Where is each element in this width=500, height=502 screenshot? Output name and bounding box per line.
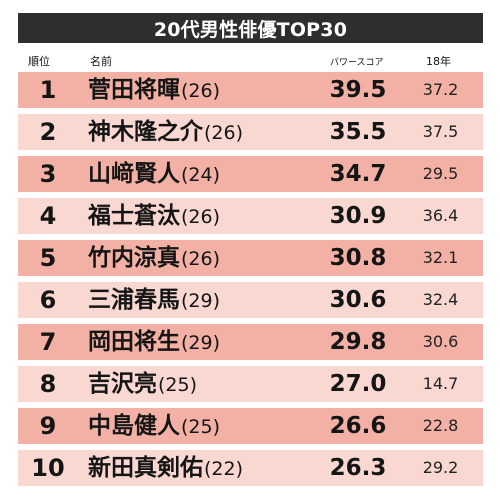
rank-cell: 8 (39, 370, 57, 398)
table-row: 9 中島健人(25) 26.6 22.8 (18, 408, 483, 444)
table-row: 1 菅田将暉(26) 39.5 37.2 (18, 72, 483, 108)
table-header: 順位 名前 パワースコア 18年 (18, 49, 483, 71)
table-row: 4 福士蒼汰(26) 30.9 36.4 (18, 198, 483, 234)
rank-cell: 6 (39, 286, 57, 314)
actor-name: 菅田将暉 (88, 77, 180, 103)
actor-name: 福士蒼汰 (88, 203, 180, 229)
table-row: 5 竹内涼真(26) 30.8 32.1 (18, 240, 483, 276)
score-cell: 30.8 (329, 245, 387, 271)
rank-cell: 7 (39, 328, 57, 356)
column-header-rank: 順位 (28, 55, 50, 68)
rank-cell: 2 (39, 118, 57, 146)
actor-name: 三浦春馬 (88, 287, 180, 313)
score-cell: 39.5 (329, 77, 387, 103)
name-cell: 三浦春馬(29) (88, 282, 220, 318)
score-cell: 30.6 (329, 287, 387, 313)
score-cell: 30.9 (329, 203, 387, 229)
name-cell: 菅田将暉(26) (88, 72, 220, 108)
actor-name: 岡田将生 (88, 329, 180, 355)
table-row: 6 三浦春馬(29) 30.6 32.4 (18, 282, 483, 318)
name-cell: 山﨑賢人(24) (88, 156, 220, 192)
column-header-name: 名前 (90, 55, 112, 68)
prev-score-cell: 29.2 (422, 458, 459, 477)
rank-cell: 4 (39, 202, 57, 230)
score-cell: 27.0 (329, 371, 387, 397)
actor-name: 竹内涼真 (88, 245, 180, 271)
column-header-prev: 18年 (426, 55, 451, 68)
actor-age: (29) (181, 332, 221, 354)
name-cell: 岡田将生(29) (88, 324, 220, 360)
table-body: 1 菅田将暉(26) 39.5 37.2 2 神木隆之介(26) 35.5 37… (18, 72, 483, 492)
actor-age: (25) (158, 374, 198, 396)
table-row: 3 山﨑賢人(24) 34.7 29.5 (18, 156, 483, 192)
actor-name: 新田真剣佑 (88, 455, 203, 481)
name-cell: 新田真剣佑(22) (88, 450, 243, 486)
prev-score-cell: 37.2 (422, 80, 459, 99)
name-cell: 中島健人(25) (88, 408, 220, 444)
column-header-score: パワースコア (330, 58, 384, 68)
score-cell: 26.3 (329, 455, 387, 481)
prev-score-cell: 37.5 (422, 122, 459, 141)
rank-cell: 1 (39, 76, 57, 104)
prev-score-cell: 32.4 (422, 290, 459, 309)
actor-age: (29) (181, 290, 221, 312)
rank-cell: 10 (31, 454, 65, 482)
actor-age: (22) (204, 458, 244, 480)
actor-age: (25) (181, 416, 221, 438)
rank-cell: 9 (39, 412, 57, 440)
score-cell: 29.8 (329, 329, 387, 355)
score-cell: 35.5 (329, 119, 387, 145)
table-row: 8 吉沢亮(25) 27.0 14.7 (18, 366, 483, 402)
prev-score-cell: 14.7 (422, 374, 459, 393)
actor-age: (26) (181, 248, 221, 270)
table-title-text: 20代男性俳優TOP30 (153, 18, 348, 41)
prev-score-cell: 30.6 (422, 332, 459, 351)
name-cell: 神木隆之介(26) (88, 114, 243, 150)
prev-score-cell: 22.8 (422, 416, 459, 435)
prev-score-cell: 29.5 (422, 164, 459, 183)
table-row: 7 岡田将生(29) 29.8 30.6 (18, 324, 483, 360)
name-cell: 竹内涼真(26) (88, 240, 220, 276)
score-cell: 34.7 (329, 161, 387, 187)
rank-cell: 5 (39, 244, 57, 272)
actor-age: (26) (181, 206, 221, 228)
actor-age: (26) (204, 122, 244, 144)
actor-age: (24) (181, 164, 221, 186)
table-row: 10 新田真剣佑(22) 26.3 29.2 (18, 450, 483, 486)
score-cell: 26.6 (329, 413, 387, 439)
table-title: 20代男性俳優TOP30 (18, 13, 483, 43)
table-row: 2 神木隆之介(26) 35.5 37.5 (18, 114, 483, 150)
actor-age: (26) (181, 80, 221, 102)
prev-score-cell: 32.1 (422, 248, 459, 267)
rank-cell: 3 (39, 160, 57, 188)
name-cell: 福士蒼汰(26) (88, 198, 220, 234)
actor-name: 中島健人 (88, 413, 180, 439)
name-cell: 吉沢亮(25) (88, 366, 197, 402)
actor-name: 吉沢亮 (88, 371, 157, 397)
actor-name: 神木隆之介 (88, 119, 203, 145)
actor-name: 山﨑賢人 (88, 161, 180, 187)
prev-score-cell: 36.4 (422, 206, 459, 225)
